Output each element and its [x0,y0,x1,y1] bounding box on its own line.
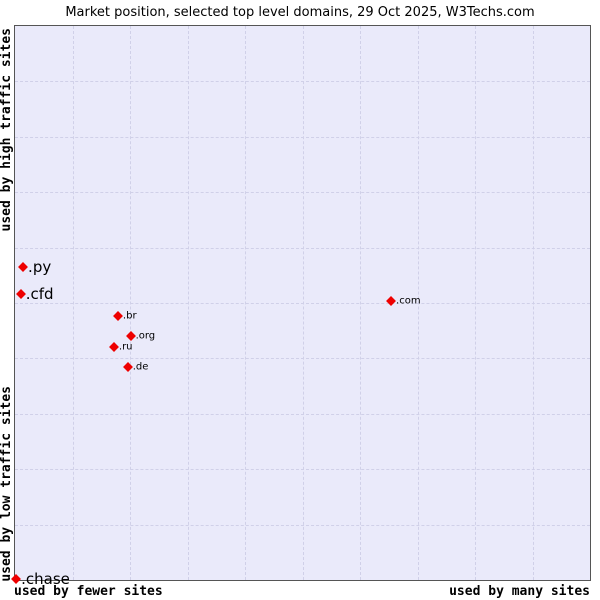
data-point-label: .cfd [25,285,54,304]
x-axis-label-many-sites: used by many sites [449,584,590,599]
data-point-label: .de [132,361,149,373]
grid-line-vertical [360,26,361,580]
grid-line-vertical [532,26,534,580]
diamond-marker-icon [125,330,136,341]
diamond-marker-icon [386,295,396,306]
diamond-marker-icon [15,289,26,300]
data-point-label: .ru [118,341,133,353]
data-point-label: .org [135,330,156,342]
grid-line-horizontal [15,303,590,304]
diamond-marker-icon [112,310,123,321]
data-point-label: .chase [21,569,70,588]
data-point-label: .com [396,295,421,307]
diamond-marker-icon [18,262,28,272]
data-point-label: .py [28,257,52,276]
chart-title: Market position, selected top level doma… [65,5,535,20]
grid-line-vertical [417,26,419,580]
diamond-marker-icon [11,573,22,584]
grid-line-horizontal [15,413,590,415]
y-axis-label-high-traffic: used by high traffic sites [0,28,14,232]
grid-line-horizontal [15,524,590,526]
plot-area: .py .cfd .com .br .org .ru .de .chase [11,25,591,588]
grid-line-horizontal [15,358,590,360]
y-axis-label-low-traffic: used by low traffic sites [0,386,14,582]
diamond-marker-icon [122,361,133,372]
grid-line-horizontal [15,469,590,471]
grid-line-vertical [475,26,476,580]
diamond-marker-icon [108,341,119,352]
data-point-label: .br [122,310,137,322]
x-axis-label-fewer-sites: used by fewer sites [14,584,163,599]
